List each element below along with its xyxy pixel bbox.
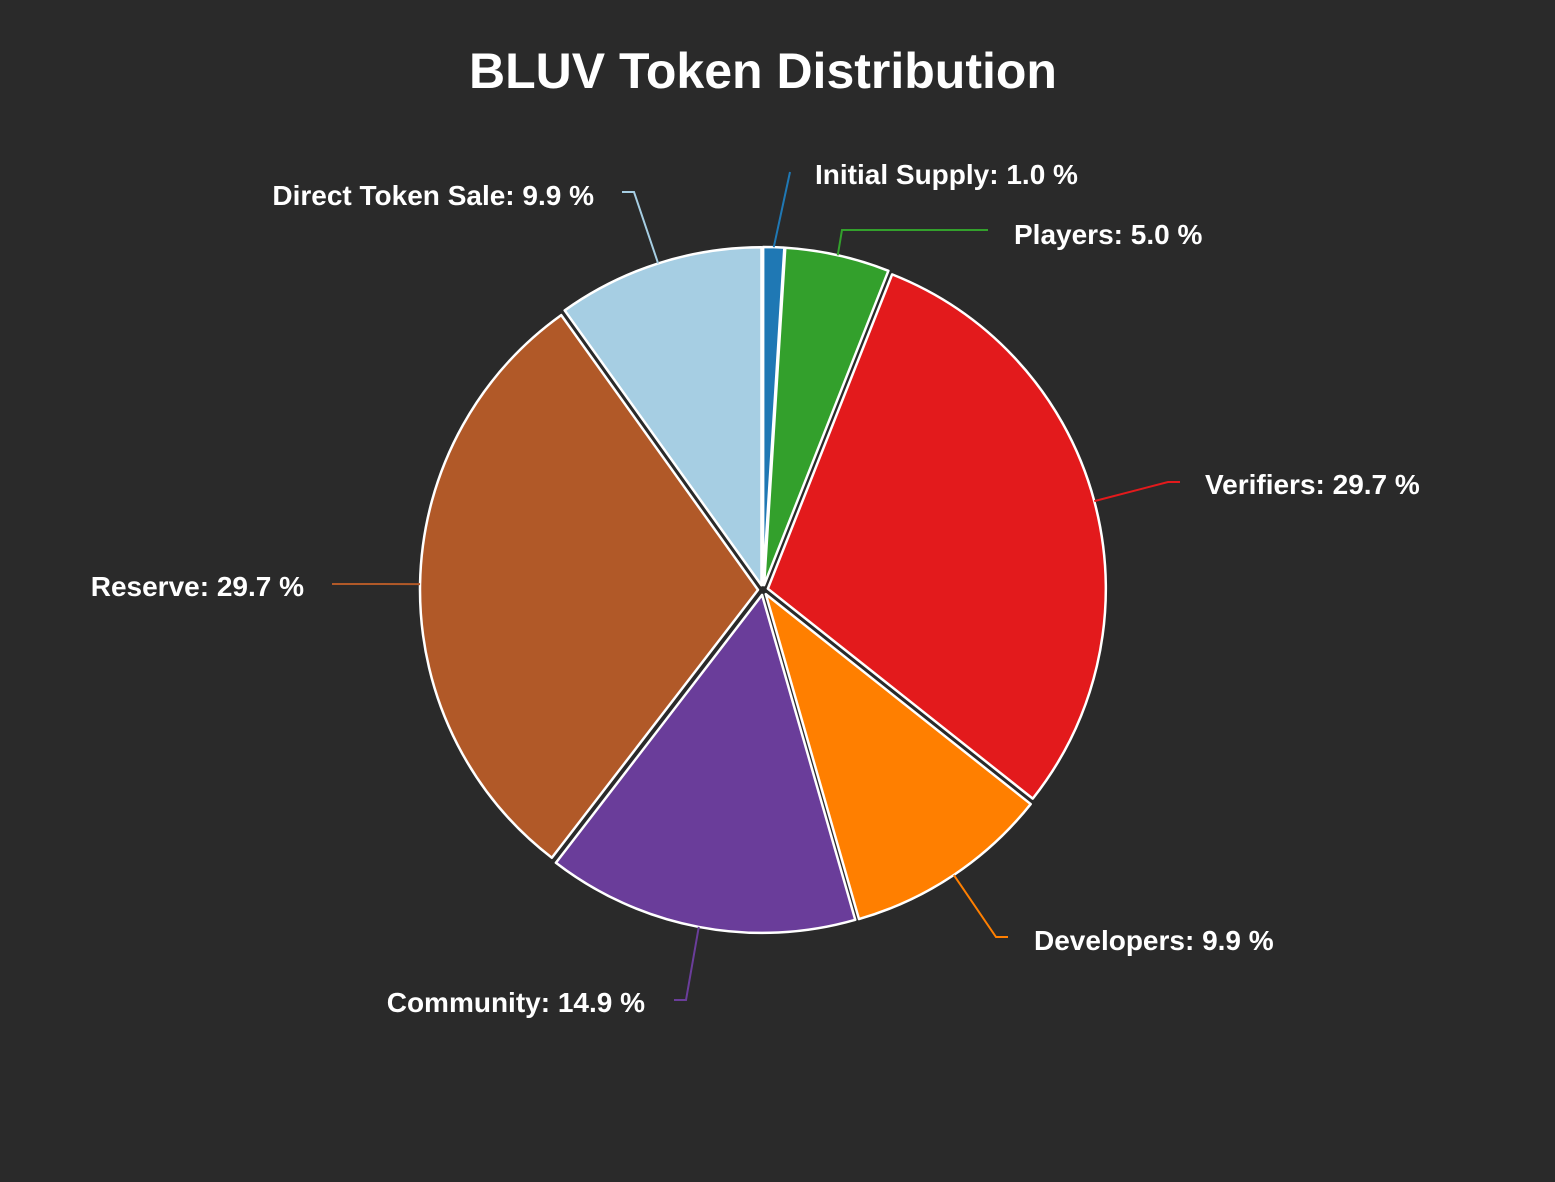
pie-slice-developers — [764, 592, 1032, 921]
slice-label-community: Community: 14.9 % — [387, 987, 645, 1018]
pie-slice-reserve — [418, 313, 760, 860]
pie-slice-players — [762, 246, 890, 587]
leader-line-verifiers — [1094, 481, 1180, 503]
leader-line-developers — [953, 874, 1008, 938]
chart-title: BLUV Token Distribution — [469, 43, 1057, 99]
slice-label-initial-supply: Initial Supply: 1.0 % — [815, 159, 1078, 190]
pie-slices — [418, 245, 1108, 935]
slice-label-reserve: Reserve: 29.7 % — [91, 571, 304, 602]
leader-lines — [331, 171, 1180, 1001]
slice-labels: Initial Supply: 1.0 % Players: 5.0 % Verif… — [91, 159, 1420, 1018]
leader-line-community — [674, 926, 700, 1001]
pie-slice-community — [554, 593, 857, 935]
slice-label-developers: Developers: 9.9 % — [1034, 925, 1274, 956]
leader-line-players — [836, 229, 988, 256]
leader-line-direct-token-sale — [622, 191, 660, 264]
leader-line-initial-supply — [772, 171, 791, 248]
slice-label-direct-token-sale: Direct Token Sale: 9.9 % — [272, 180, 594, 211]
slice-label-verifiers: Verifiers: 29.7 % — [1205, 469, 1420, 500]
slice-label-players: Players: 5.0 % — [1014, 219, 1202, 250]
